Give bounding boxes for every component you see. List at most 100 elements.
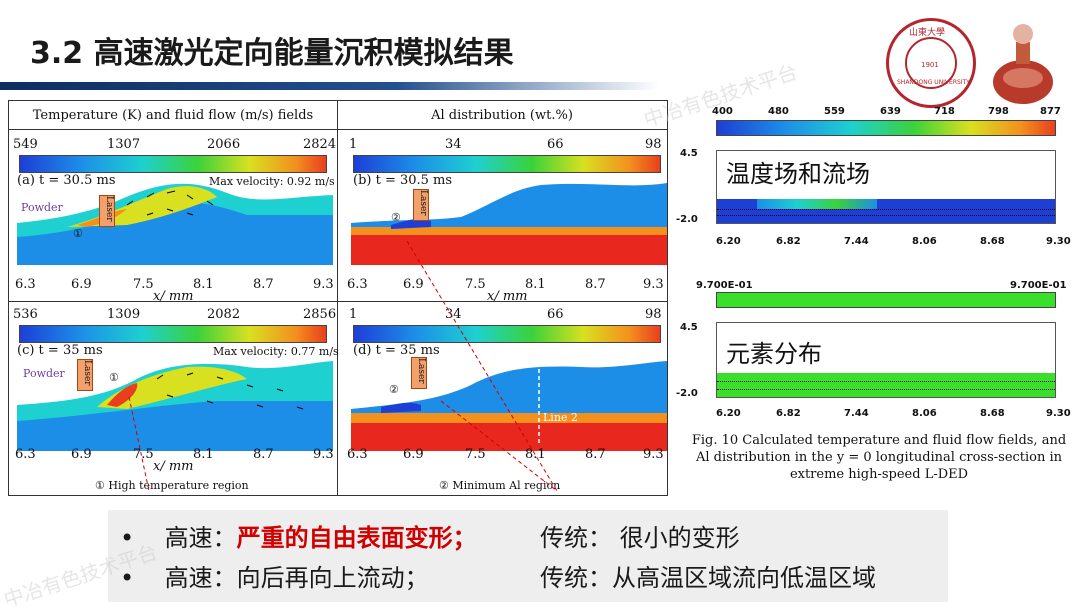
x-tick: 8.7 (585, 447, 606, 462)
bullet-dot: • (120, 524, 135, 552)
panel-b-marker: ② (391, 211, 401, 224)
right-x-tick: 7.44 (844, 408, 869, 419)
panel-c-label: (c) t = 35 ms (17, 343, 103, 358)
annotation-arrows (128, 240, 558, 492)
temperature-colorbar (19, 155, 327, 173)
al-tick: 1 (349, 307, 358, 322)
panel-b-label: (b) t = 30.5 ms (353, 173, 453, 188)
al-colorbar (353, 325, 661, 343)
x-tick: 8.1 (193, 277, 214, 292)
bullet-dot: • (120, 564, 135, 592)
right-temp-tick: 400 (712, 106, 733, 117)
temp-tick: 536 (13, 307, 38, 322)
panel-b-laser: Laser (413, 189, 429, 221)
x-tick: 6.3 (347, 277, 368, 292)
right-x-tick: 9.30 (1046, 408, 1071, 419)
right-temp-tick: 639 (880, 106, 901, 117)
right-temp-plot (716, 150, 1056, 224)
logo-top-text: 山東大學 (909, 28, 946, 38)
x-axis-label: x/ mm (153, 459, 194, 474)
right-label-temp: 温度场和流场 (726, 160, 870, 188)
logo-bottom-text: SHANDONG UNIVERSITY (897, 79, 970, 86)
x-tick: 7.5 (133, 447, 154, 462)
slide-title: 3.2 高速激光定向能量沉积模拟结果 (30, 36, 514, 71)
temp-tick: 2066 (207, 137, 241, 152)
right-x-tick: 8.68 (980, 236, 1005, 247)
summary-bullets: • 高速：严重的自由表面变形； 传统： 很小的变形 • 高速：向后再向上流动； … (108, 510, 948, 602)
vertical-divider (337, 101, 338, 495)
bullet-trad-1: 传统： 很小的变形 (540, 524, 740, 552)
right-al-tick: 9.700E-01 (1010, 280, 1067, 291)
legend-high-temp: ① High temperature region (95, 479, 249, 492)
right-temp-arrows (717, 215, 1055, 216)
x-tick: 8.7 (253, 277, 274, 292)
x-tick: 9.3 (313, 277, 334, 292)
right-temp-tick: 559 (824, 106, 845, 117)
temp-tick: 549 (13, 137, 38, 152)
right-y-tick: -2.0 (676, 214, 698, 225)
right-al-tick: 9.700E-01 (696, 280, 753, 291)
bullet-lead: 高速：向后再向上流动； (164, 564, 429, 592)
right-y-tick: 4.5 (680, 322, 698, 333)
header-divider (9, 129, 667, 130)
simulation-figure: Temperature (K) and fluid flow (m/s) fie… (8, 100, 668, 496)
x-tick: 6.3 (15, 447, 36, 462)
right-x-tick: 9.30 (1046, 236, 1071, 247)
x-tick: 6.3 (347, 447, 368, 462)
x-axis-label: x/ mm (153, 289, 194, 304)
x-tick: 7.5 (133, 277, 154, 292)
right-temp-arrows (717, 209, 1055, 210)
panel-c-velocity: Max velocity: 0.77 m/s (213, 345, 339, 358)
right-x-tick: 6.82 (776, 236, 801, 247)
temperature-header: Temperature (K) and fluid flow (m/s) fie… (32, 108, 314, 123)
al-tick: 34 (445, 137, 462, 152)
legend-min-al: ② Minimum Al region (439, 479, 561, 492)
bullet-row-2: • 高速：向后再向上流动； (120, 558, 429, 593)
right-y-tick: -2.0 (676, 388, 698, 399)
right-temp-tick: 798 (988, 106, 1009, 117)
al-tick: 34 (445, 307, 462, 322)
panel-d-line-label: Line 2 (543, 411, 578, 424)
temperature-colorbar (19, 325, 327, 343)
panel-a-laser: Laser (99, 195, 115, 227)
right-y-tick: 4.5 (680, 148, 698, 159)
al-field-b (351, 183, 667, 265)
title-bar (0, 82, 660, 90)
x-tick: 9.3 (643, 277, 664, 292)
panel-a-label: (a) t = 30.5 ms (17, 173, 116, 188)
x-tick: 9.3 (313, 447, 334, 462)
x-tick: 8.1 (525, 277, 546, 292)
al-tick: 98 (645, 137, 662, 152)
right-x-tick: 8.06 (912, 236, 937, 247)
x-tick: 6.9 (403, 447, 424, 462)
right-x-tick: 8.68 (980, 408, 1005, 419)
x-tick: 6.9 (403, 277, 424, 292)
bullet-lead: 高速： (164, 524, 237, 552)
panel-d-marker: ② (389, 383, 399, 396)
al-field-d (351, 361, 667, 451)
university-logo: 山東大學 SHANDONG UNIVERSITY 1901 (886, 18, 976, 108)
right-al-arrows (717, 389, 1055, 390)
logo-inner-ring (905, 37, 957, 89)
right-x-tick: 6.20 (716, 408, 741, 419)
temp-tick: 1309 (107, 307, 141, 322)
al-tick: 1 (349, 137, 358, 152)
right-al-plot (716, 322, 1056, 398)
panel-c-marker: ① (109, 371, 119, 384)
right-temp-hot (757, 199, 877, 209)
x-tick: 8.1 (193, 447, 214, 462)
bullet-row-1: • 高速：严重的自由表面变形； (120, 518, 477, 553)
al-tick: 98 (645, 307, 662, 322)
x-tick: 7.5 (465, 277, 486, 292)
right-x-tick: 8.06 (912, 408, 937, 419)
right-al-colorbar (716, 292, 1056, 308)
right-temp-tick: 480 (768, 106, 789, 117)
panel-a-velocity: Max velocity: 0.92 m/s (209, 175, 335, 188)
bullet-trad-2: 传统：从高温区域流向低温区域 (540, 564, 876, 592)
temp-tick: 1307 (107, 137, 141, 152)
row-divider (9, 301, 667, 302)
x-tick: 8.1 (525, 447, 546, 462)
al-header: Al distribution (wt.%) (431, 108, 573, 123)
al-tick: 66 (547, 137, 564, 152)
right-x-tick: 6.82 (776, 408, 801, 419)
